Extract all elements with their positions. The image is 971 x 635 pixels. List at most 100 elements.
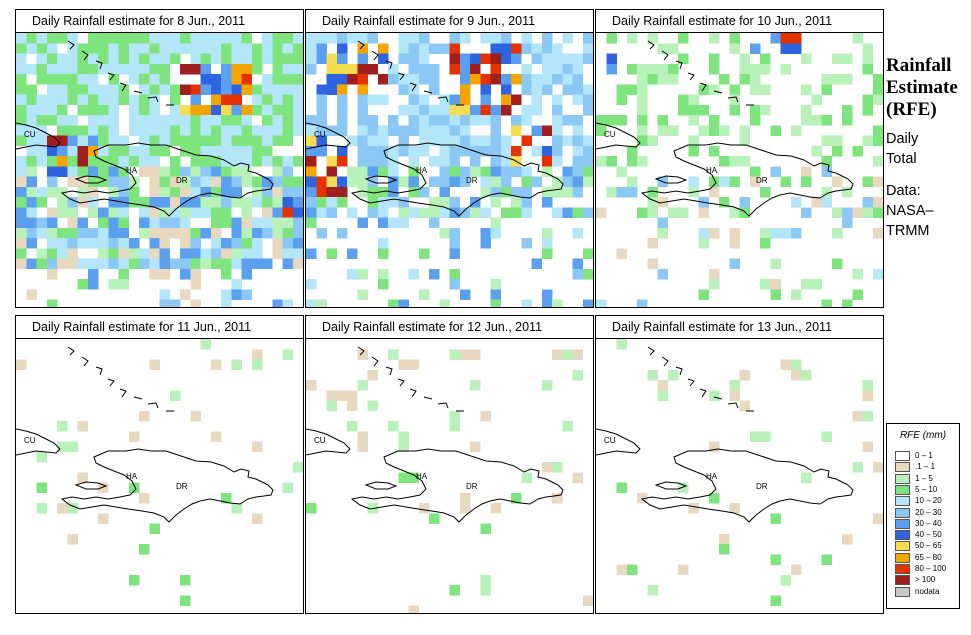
rainfall-cell xyxy=(87,74,99,85)
rainfall-cell xyxy=(251,441,263,453)
rainfall-cell xyxy=(552,145,563,157)
rainfall-cell xyxy=(26,197,37,208)
rainfall-cell xyxy=(470,115,481,126)
rainfall-cell xyxy=(647,258,658,270)
rainfall-cell xyxy=(862,410,874,422)
rainfall-cell xyxy=(596,125,607,136)
rainfall-cell xyxy=(367,115,379,126)
rainfall-cell xyxy=(511,94,522,106)
rainfall-cell xyxy=(780,574,792,586)
rainfall-cell xyxy=(511,492,522,504)
rainfall-cell xyxy=(511,197,522,208)
rainfall-cell xyxy=(616,248,628,259)
rainfall-cell xyxy=(637,94,648,106)
rainfall-cell xyxy=(500,156,512,167)
rainfall-cell xyxy=(262,227,273,239)
rainfall-cell xyxy=(98,207,109,218)
rainfall-cell xyxy=(190,156,201,167)
rainfall-cell xyxy=(251,94,263,106)
rainfall-cell xyxy=(57,33,68,44)
rainfall-cell xyxy=(852,145,863,157)
rainfall-cell xyxy=(562,186,573,198)
rainfall-cell xyxy=(306,166,317,177)
rainfall-cell xyxy=(490,227,502,239)
rainfall-cell xyxy=(842,74,853,85)
rainfall-cell xyxy=(831,227,843,239)
rainfall-cell xyxy=(180,63,191,75)
rainfall-cell xyxy=(149,43,160,54)
rainfall-cell xyxy=(67,258,78,270)
rainfall-cell xyxy=(251,258,263,270)
rainfall-cell xyxy=(36,503,48,514)
rainfall-cell xyxy=(190,53,201,65)
rainfall-cell xyxy=(719,176,730,188)
rainfall-cell xyxy=(729,104,740,116)
rainfall-cell xyxy=(159,197,171,208)
legend-item: 50 – 65 xyxy=(895,541,957,552)
rainfall-cell xyxy=(231,503,242,514)
rainfall-cell xyxy=(729,176,740,188)
rainfall-cell xyxy=(439,104,450,116)
rainfall-cell xyxy=(139,33,150,44)
rainfall-cell xyxy=(459,492,471,504)
rainfall-cell xyxy=(552,207,563,218)
rainfall-cell xyxy=(292,207,303,218)
rainfall-cell xyxy=(582,207,593,218)
rainfall-cell xyxy=(128,43,140,54)
rainfall-cell xyxy=(357,166,368,177)
rainfall-cell xyxy=(262,217,273,229)
rainfall-cell xyxy=(149,104,160,116)
rainfall-cell xyxy=(108,33,119,44)
rainfall-cell xyxy=(739,197,751,208)
rainfall-cell xyxy=(292,125,303,136)
rainfall-cell xyxy=(408,176,420,188)
rainfall-cell xyxy=(46,217,58,229)
rainfall-cell xyxy=(118,145,130,157)
rainfall-cell xyxy=(511,74,522,85)
rainfall-cell xyxy=(26,145,37,157)
rainfall-cell xyxy=(459,63,471,75)
rainfall-cell xyxy=(862,207,874,218)
rainfall-cell xyxy=(316,145,327,157)
rainfall-cell xyxy=(77,94,89,106)
rainfall-cell xyxy=(562,33,573,44)
rainfall-cell xyxy=(377,43,389,54)
rainfall-cell xyxy=(408,115,420,126)
rainfall-cell xyxy=(221,258,232,270)
rainfall-cell xyxy=(118,217,130,229)
rainfall-cell xyxy=(616,482,628,494)
rainfall-cell xyxy=(159,84,171,95)
rainfall-cell xyxy=(231,279,242,290)
map-svg: CU HA DR xyxy=(306,33,593,307)
rainfall-map: CU HA DR xyxy=(16,339,303,613)
rainfall-cell xyxy=(552,492,563,504)
rainfall-cell xyxy=(552,125,563,136)
rainfall-cell xyxy=(272,197,283,208)
rainfall-cell xyxy=(852,207,863,218)
rainfall-cell xyxy=(190,279,201,290)
rainfall-cell xyxy=(221,166,232,177)
title-line: (RFE) xyxy=(886,99,937,120)
rainfall-cell xyxy=(190,166,201,177)
legend-swatch xyxy=(895,451,910,461)
rainfall-cell xyxy=(139,94,150,106)
rainfall-cell xyxy=(67,197,78,208)
rainfall-cell xyxy=(388,125,399,136)
rainfall-cell xyxy=(108,207,119,218)
rainfall-cell xyxy=(169,390,181,401)
rainfall-cell xyxy=(760,53,771,65)
rainfall-cell xyxy=(790,564,802,576)
hispaniola-coastline xyxy=(640,142,854,217)
rainfall-cell xyxy=(449,115,461,126)
rainfall-cell xyxy=(562,421,573,432)
rainfall-cell xyxy=(582,248,593,259)
rainfall-cell xyxy=(357,268,368,280)
rainfall-cell xyxy=(26,289,37,300)
rainfall-cell xyxy=(357,431,368,442)
rainfall-cell xyxy=(200,197,212,208)
legend-label: 10 – 20 xyxy=(915,496,942,506)
rainfall-cell xyxy=(169,186,181,198)
rainfall-map: CU HA DR xyxy=(596,33,883,307)
rainfall-cell xyxy=(231,289,242,300)
rainfall-cell xyxy=(357,289,368,300)
